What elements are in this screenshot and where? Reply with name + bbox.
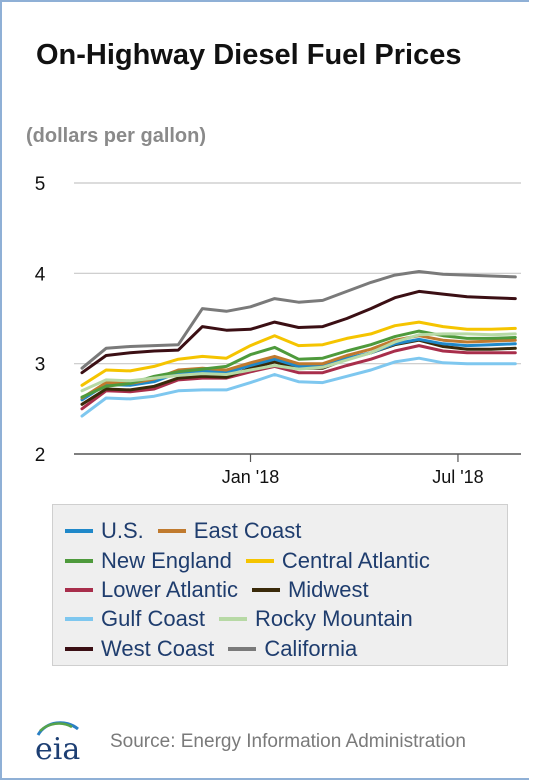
legend-item-new-england: New England: [65, 547, 232, 575]
y-tick-label: 3: [35, 355, 46, 376]
legend-swatch: [157, 529, 186, 533]
source-note: Source: Energy Information Administratio…: [110, 731, 466, 752]
legend-label: Central Atlantic: [281, 548, 430, 573]
legend-item-west-coast: West Coast: [65, 635, 214, 663]
legend-label: Lower Atlantic: [101, 577, 238, 602]
legend-item-california: California: [228, 635, 357, 663]
series-line-california: [80, 270, 517, 370]
series-line-lower-atlantic: [80, 344, 517, 411]
legend-label: U.S.: [101, 518, 144, 543]
legend-swatch: [65, 559, 93, 563]
series-line-rocky-mountain: [80, 332, 517, 393]
series-line-west-coast: [80, 289, 517, 375]
series-line-central-atlantic: [80, 320, 517, 387]
legend-label: Rocky Mountain: [254, 606, 413, 631]
legend-item-gulf-coast: Gulf Coast: [65, 605, 205, 633]
chart-subtitle: (dollars per gallon): [26, 125, 207, 147]
legend-swatch: [65, 588, 93, 592]
legend-item-u-s-: U.S.: [65, 517, 144, 545]
legend-swatch: [65, 647, 93, 651]
series-line-gulf-coast: [80, 356, 517, 418]
eia-logo-icon: eia: [35, 721, 80, 763]
x-tick-label: Jan '18: [222, 467, 279, 487]
legend-label: West Coast: [101, 636, 215, 661]
y-tick-label: 4: [35, 264, 46, 285]
line-chart: 5 4 3 2 Jan '18 Jul '18: [35, 174, 521, 487]
legend-item-rocky-mountain: Rocky Mountain: [218, 605, 413, 633]
legend-swatch: [251, 588, 280, 592]
legend-swatch: [65, 617, 93, 621]
legend-item-lower-atlantic: Lower Atlantic: [65, 576, 238, 604]
legend-label: New England: [101, 548, 232, 573]
legend-item-east-coast: East Coast: [157, 517, 302, 545]
legend-swatch: [218, 617, 247, 621]
series-line-u-s-: [80, 337, 517, 402]
legend-label: Midwest: [287, 577, 369, 602]
legend-swatch: [228, 647, 257, 651]
legend-swatch: [65, 529, 93, 533]
footer: eia Source: Energy Information Administr…: [0, 705, 539, 765]
legend-label: East Coast: [193, 518, 302, 543]
legend-swatch: [245, 559, 274, 563]
series-line-new-england: [80, 329, 517, 399]
legend-label: Gulf Coast: [101, 606, 205, 631]
legend-item-central-atlantic: Central Atlantic: [245, 547, 430, 575]
legend-item-midwest: Midwest: [251, 576, 369, 604]
eia-logo-text: eia: [35, 732, 80, 763]
x-tick-label: Jul '18: [432, 467, 483, 487]
y-tick-label: 2: [35, 445, 46, 466]
legend-label: California: [264, 636, 358, 661]
chart-title: On-Highway Diesel Fuel Prices: [36, 39, 462, 71]
y-tick-label: 5: [35, 174, 46, 195]
chart-legend: U.S. East Coast New England Central Atlanti…: [52, 504, 508, 666]
